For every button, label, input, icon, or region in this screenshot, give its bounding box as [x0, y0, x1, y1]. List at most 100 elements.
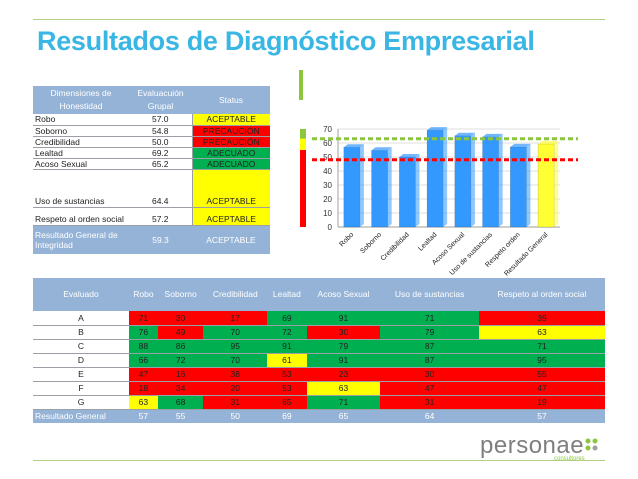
total-score-cell: 64 [380, 409, 479, 423]
bar-side [470, 132, 475, 227]
score-cell: 72 [267, 325, 307, 340]
status-header-dimension: Dimensiones de Honestidad [33, 86, 129, 114]
evaluado-name: D [33, 353, 129, 368]
y-tick-label: 20 [323, 195, 332, 204]
evaluado-name: F [33, 381, 129, 396]
total-status: ACEPTABLE [192, 225, 270, 254]
bar-top [343, 144, 364, 148]
status-badge: ADECUADO [191, 158, 270, 170]
score-cell: 23 [306, 367, 381, 382]
logo-dots-icon [585, 438, 598, 451]
total-score-cell: 69 [267, 409, 307, 423]
score-cell: 66 [129, 353, 158, 368]
bar-side [387, 147, 392, 227]
bar [482, 136, 499, 228]
bar-top [371, 147, 392, 151]
score-cell: 72 [157, 353, 204, 368]
x-tick-label: Lealtad [417, 231, 438, 252]
evaluado-name: G [33, 395, 129, 410]
status-total-row: Resultado General de Integridad 59.3 ACEPT… [33, 225, 270, 254]
score-header: Acoso Sexual [306, 278, 381, 311]
score-header: Uso de sustancias [380, 278, 479, 311]
score-cell: 87 [380, 339, 479, 354]
page-title: Resultados de Diagnóstico Empresarial [37, 26, 535, 56]
score-cell: 47 [478, 381, 605, 396]
x-tick-label: Credibilidad [380, 231, 411, 262]
status-row: Robo 57.0 ACEPTABLE [33, 114, 270, 126]
table-row: B 76 49 70 72 30 79 63 [33, 325, 605, 340]
status-row: Soborno 54.8 PRECAUCIÓN [33, 125, 270, 137]
bar-side [498, 133, 503, 227]
score-cell: 70 [203, 353, 268, 368]
score-cell: 71 [129, 311, 158, 326]
dimension-label: Respeto al orden social [33, 207, 129, 226]
score-cell: 47 [129, 367, 158, 382]
score-cell: 30 [157, 311, 204, 326]
total-score-cell: 55 [157, 409, 204, 423]
score-cell: 38 [203, 367, 268, 382]
dimension-value: 57.2 [129, 207, 192, 226]
dimension-value: 69.2 [129, 147, 192, 159]
score-cell: 71 [478, 339, 605, 354]
bar-top [510, 143, 531, 147]
score-cell: 53 [267, 367, 307, 382]
x-tick-label: Soborno [359, 231, 383, 255]
dimension-label: Robo [33, 114, 129, 126]
score-cell: 88 [129, 339, 158, 354]
total-score-cell: 57 [129, 409, 158, 423]
total-value: 59.3 [129, 225, 192, 254]
bar-top [538, 140, 559, 144]
score-cell: 68 [157, 395, 204, 410]
score-cell: 39 [478, 311, 605, 326]
score-header: Lealtad [267, 278, 307, 311]
dimension-value: 57.0 [129, 114, 192, 126]
score-cell: 86 [157, 339, 204, 354]
status-badge: ACEPTABLE [191, 169, 270, 208]
score-cell: 91 [267, 339, 307, 354]
status-badge: ACEPTABLE [191, 114, 270, 126]
score-cell: 49 [157, 325, 204, 340]
bottom-rule [33, 460, 605, 461]
evaluado-name: C [33, 339, 129, 354]
dimension-value: 50.0 [129, 136, 192, 148]
score-cell: 16 [157, 367, 204, 382]
y-tick-label: 60 [323, 139, 332, 148]
score-cell: 70 [203, 325, 268, 340]
y-tick-label: 50 [323, 153, 332, 162]
company-logo: personae consultores [480, 432, 610, 462]
table-row: C 88 86 95 91 79 87 71 [33, 339, 605, 354]
score-cell: 63 [129, 395, 158, 410]
score-cell: 91 [306, 311, 381, 326]
status-scale-red [300, 150, 306, 227]
score-cell: 71 [380, 311, 479, 326]
status-row: Acoso Sexual 65.2 ADECUADO [33, 158, 270, 170]
status-header-eval: Evaluacuión Grupal [129, 86, 192, 114]
status-badge: ACEPTABLE [191, 207, 270, 226]
bar-top [399, 154, 420, 157]
score-cell: 30 [306, 325, 381, 340]
total-name: Resultado General [33, 409, 129, 423]
score-cell: 63 [306, 381, 381, 396]
status-scale-yellow [300, 138, 306, 150]
score-cell: 79 [306, 339, 381, 354]
bar-top [427, 127, 448, 131]
bar-side [359, 144, 364, 227]
table-row: D 66 72 70 61 91 87 95 [33, 353, 605, 368]
dimension-value: 65.2 [129, 158, 192, 170]
bar-side [554, 140, 559, 227]
score-cell: 87 [380, 353, 479, 368]
title-accent-bar [299, 70, 303, 100]
score-header: Robo [129, 278, 158, 311]
score-cell: 95 [203, 339, 268, 354]
dimension-label: Credibilidad [33, 136, 129, 148]
top-rule [33, 19, 605, 20]
score-cell: 34 [157, 381, 204, 396]
logo-text: personae [480, 432, 585, 459]
score-cell: 79 [380, 325, 479, 340]
y-tick-label: 10 [323, 209, 332, 218]
total-label: Resultado General de Integridad [33, 225, 129, 254]
total-score-cell: 57 [478, 409, 605, 423]
dimension-value: 54.8 [129, 125, 192, 137]
dimension-label: Uso de sustancias [33, 169, 129, 208]
